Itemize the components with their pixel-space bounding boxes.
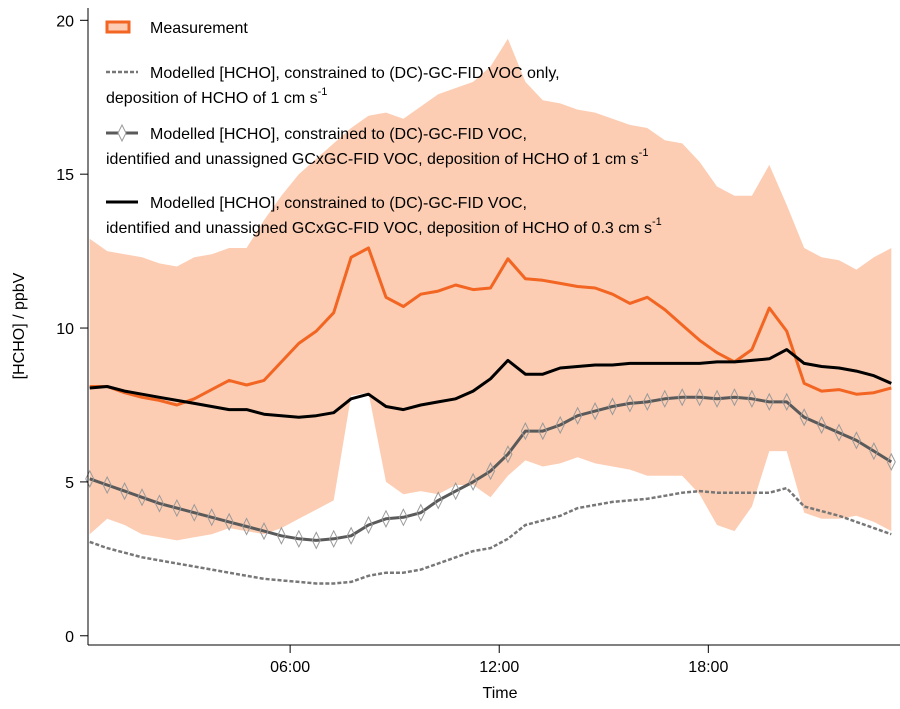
- y-tick-label: 10: [56, 321, 74, 338]
- legend-label: Measurement: [150, 20, 248, 37]
- data-point: [869, 442, 879, 461]
- data-point: [381, 509, 391, 528]
- legend-label-text: identified and unassigned GCxGC-FID VOC,…: [106, 220, 652, 237]
- data-point: [782, 392, 792, 412]
- x-tick-label: 18:00: [688, 659, 728, 676]
- data-point: [520, 422, 530, 441]
- data-point: [590, 402, 600, 421]
- data-point: [242, 517, 252, 536]
- legend-label: Modelled [HCHO], constrained to (DC)-GC-…: [150, 65, 560, 82]
- legend-label-cont: deposition of HCHO of 1 cm s-1: [106, 86, 327, 107]
- data-point: [398, 508, 408, 527]
- data-point: [294, 529, 304, 548]
- data-point: [799, 408, 809, 427]
- data-point: [154, 494, 165, 513]
- data-point: [172, 498, 182, 518]
- y-tick-label: 0: [65, 629, 74, 646]
- legend-label-sup: -1: [652, 216, 662, 228]
- y-axis-label: [HCHO] / ppbV: [11, 272, 28, 379]
- data-point: [276, 526, 286, 545]
- data-point: [712, 389, 722, 408]
- data-point: [485, 462, 496, 481]
- data-point: [886, 452, 896, 472]
- data-point: [346, 526, 356, 545]
- data-point: [207, 508, 217, 527]
- legend-label: Modelled [HCHO], constrained to (DC)-GC-…: [150, 126, 527, 143]
- series-line: [89, 395, 893, 542]
- data-point: [851, 431, 861, 450]
- data-point: [555, 415, 565, 435]
- data-point: [259, 522, 269, 541]
- data-point: [120, 482, 130, 501]
- series-line: [89, 486, 892, 585]
- legend: Measurement Modelled [HCHO], constrained …: [105, 20, 662, 237]
- series-line: [89, 246, 892, 407]
- data-point: [468, 472, 478, 492]
- data-point: [189, 503, 199, 522]
- legend-label-text: deposition of HCHO of 1 cm s: [106, 90, 318, 107]
- legend-label-text: identified and unassigned GCxGC-FID VOC,…: [106, 151, 639, 168]
- data-point: [817, 415, 827, 435]
- y-tick-label: 5: [65, 475, 74, 492]
- x-tick-label: 12:00: [479, 659, 519, 676]
- data-point: [363, 515, 374, 535]
- series-line: [89, 348, 892, 419]
- data-point: [677, 388, 687, 407]
- data-point: [642, 392, 652, 412]
- data-point: [85, 469, 95, 488]
- data-point: [625, 394, 635, 413]
- data-point: [137, 488, 147, 507]
- data-point: [747, 389, 757, 408]
- data-point: [538, 422, 548, 441]
- plot-area: [85, 38, 896, 585]
- legend-swatch: [105, 20, 131, 34]
- data-point: [764, 392, 774, 412]
- data-point: [451, 482, 461, 501]
- legend-label-sup: -1: [318, 86, 328, 98]
- data-point: [834, 423, 844, 442]
- y-tick-label: 15: [56, 167, 74, 184]
- legend-label-cont: identified and unassigned GCxGC-FID VOC,…: [106, 216, 662, 237]
- data-point: [573, 406, 583, 425]
- x-tick-label: 06:00: [270, 659, 310, 676]
- legend-label: Modelled [HCHO], constrained to (DC)-GC-…: [150, 195, 527, 212]
- data-point: [607, 397, 618, 416]
- data-point: [729, 388, 740, 407]
- x-axis-label: Time: [483, 685, 518, 702]
- data-point: [695, 388, 705, 407]
- y-tick-label: 20: [56, 13, 74, 30]
- data-point: [224, 512, 234, 532]
- legend-marker: [117, 123, 127, 143]
- measurement-range: [89, 38, 892, 541]
- data-point: [311, 531, 321, 550]
- data-point: [416, 503, 426, 522]
- data-point: [660, 389, 670, 408]
- axes: 0 5 10 15 20 06:00 12:00 18:00: [56, 8, 900, 676]
- legend-label-sup: -1: [639, 147, 649, 159]
- data-point: [433, 491, 443, 510]
- data-point: [102, 475, 112, 495]
- data-point: [329, 529, 339, 548]
- legend-label-cont: identified and unassigned GCxGC-FID VOC,…: [106, 147, 648, 168]
- data-point: [503, 445, 513, 464]
